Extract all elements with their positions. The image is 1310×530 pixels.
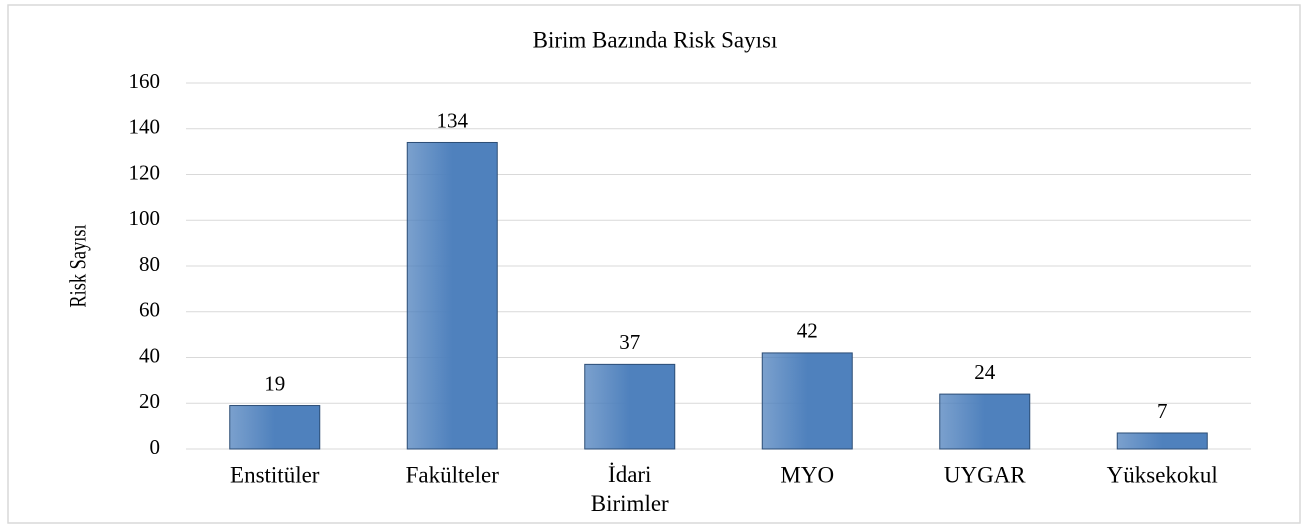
y-tick-label: 20	[139, 389, 160, 413]
y-tick-label: 100	[129, 206, 161, 230]
x-tick-label: İdari Birimler	[591, 462, 669, 516]
data-label: 24	[974, 360, 996, 384]
x-tick-label: Enstitüler	[230, 462, 320, 487]
x-tick-label: MYO	[780, 462, 834, 487]
y-axis-label: Risk Sayısı	[64, 224, 91, 307]
x-tick-label: Yüksekokul	[1107, 462, 1218, 487]
bar	[584, 363, 676, 450]
data-label: 7	[1157, 399, 1168, 423]
bar	[229, 405, 321, 450]
y-tick-label: 120	[129, 160, 161, 184]
data-label: 37	[619, 330, 640, 354]
bar	[1116, 432, 1208, 450]
y-tick-label: 60	[139, 298, 160, 322]
x-tick-label: UYGAR	[944, 462, 1026, 487]
x-tick-label: Fakülteler	[406, 462, 500, 487]
chart-title: Birim Bazında Risk Sayısı	[533, 27, 778, 52]
data-label: 19	[264, 371, 285, 395]
bar	[939, 393, 1031, 450]
data-label: 42	[797, 319, 818, 343]
y-tick-label: 40	[139, 343, 160, 367]
y-tick-label: 80	[139, 252, 160, 276]
y-tick-label: 0	[150, 435, 161, 459]
bar	[406, 141, 498, 450]
data-label: 134	[437, 108, 469, 132]
bar	[761, 352, 853, 450]
y-tick-label: 160	[129, 69, 161, 93]
y-tick-label: 140	[129, 115, 161, 139]
